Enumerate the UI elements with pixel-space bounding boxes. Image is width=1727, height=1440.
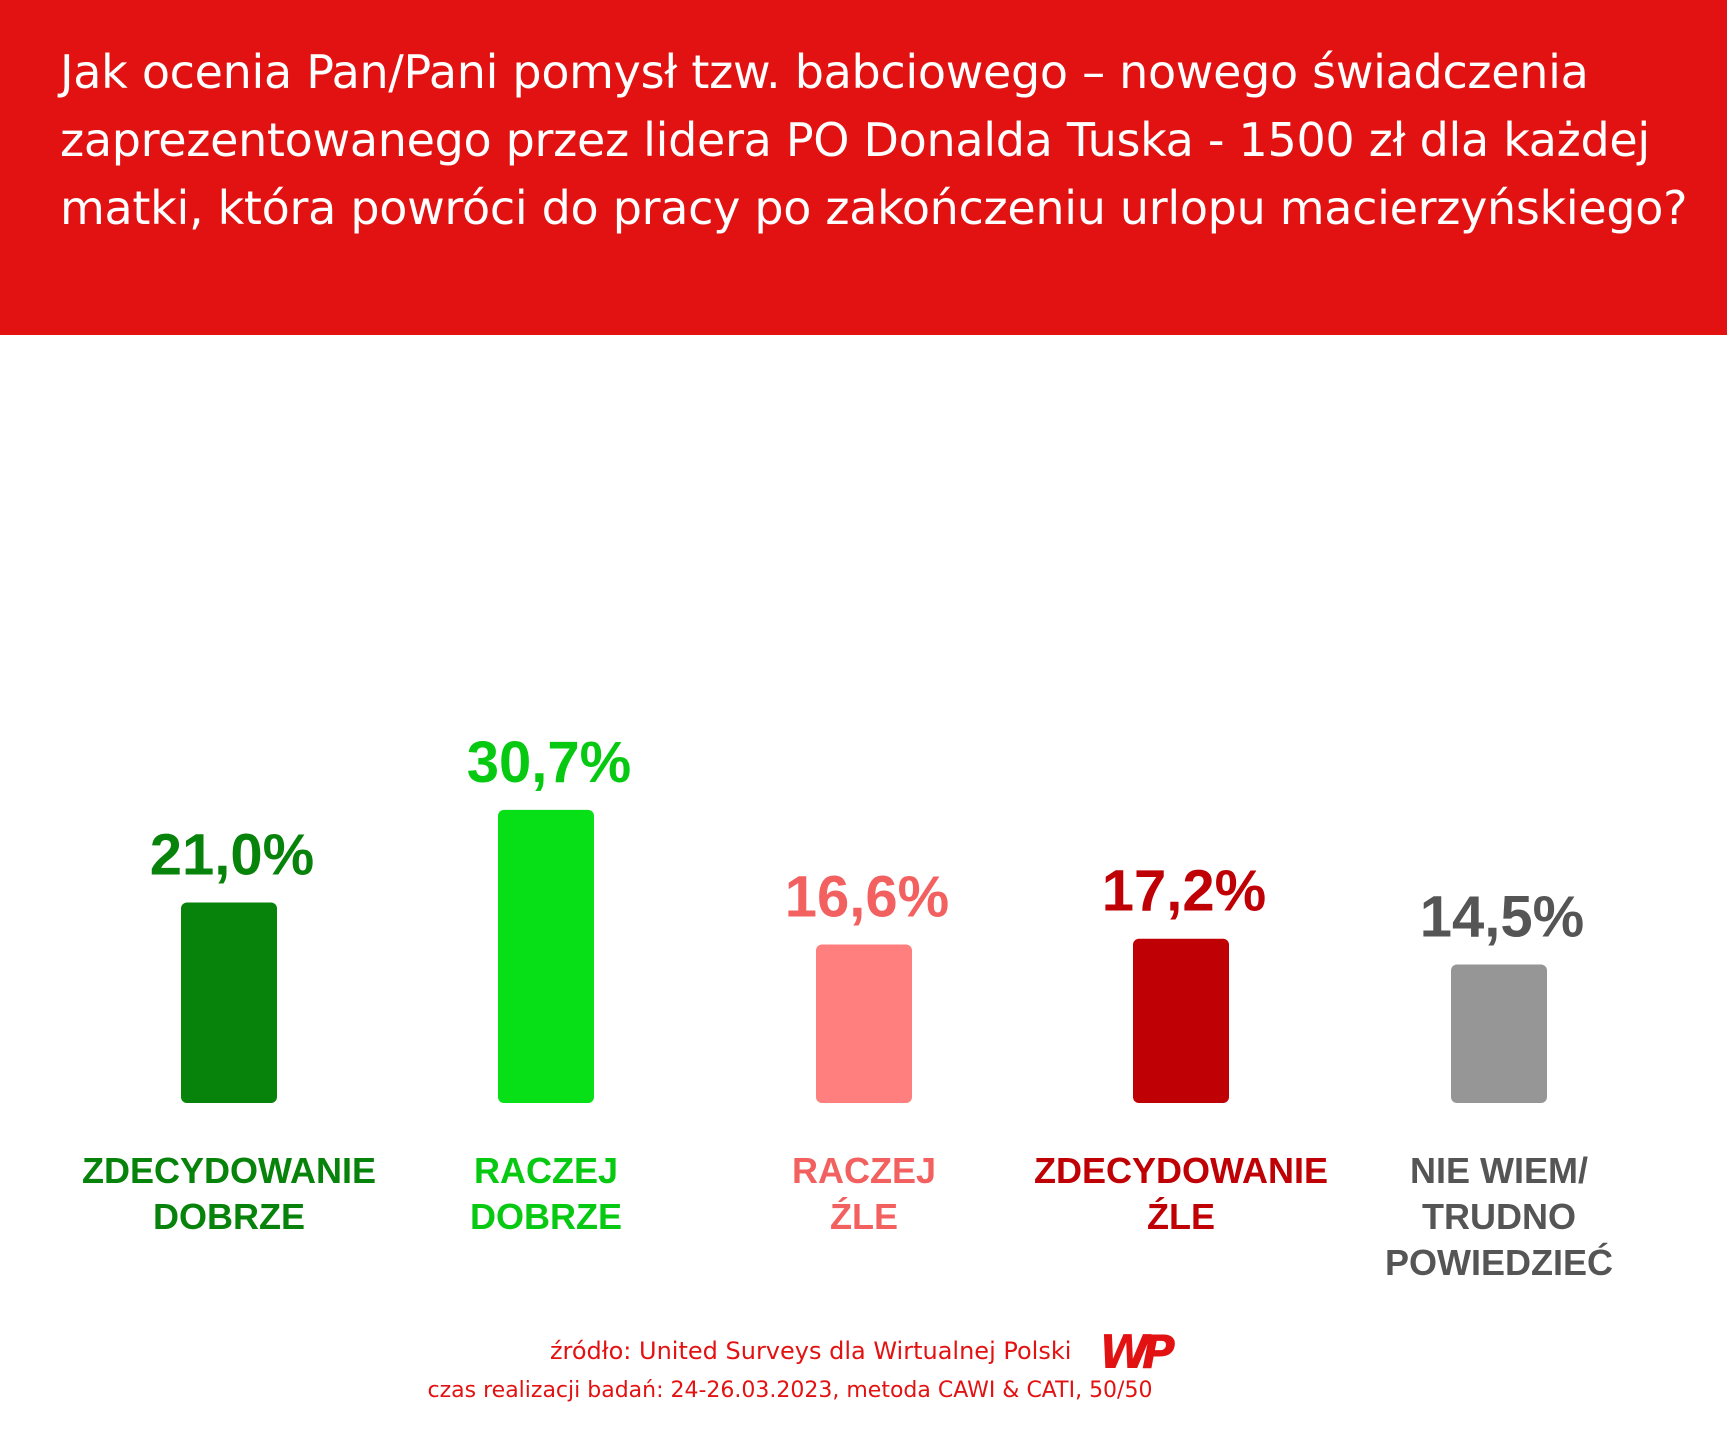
bar-4 — [1133, 938, 1229, 1103]
category-label-line: DOBRZE — [470, 1196, 622, 1237]
wp-logo-text: WP — [1099, 1326, 1176, 1376]
value-label-2: 30,7% — [467, 730, 631, 795]
bar-1 — [181, 902, 277, 1103]
chart-title: Jak ocenia Pan/Pani pomysł tzw. babciowe… — [60, 45, 1688, 235]
category-label-line: RACZEJ — [473, 1150, 619, 1191]
value-label-1: 21,0% — [150, 822, 314, 887]
category-label-line: RACZEJ — [791, 1150, 937, 1191]
category-label-3: RACZEJ ŹLE — [694, 1148, 1034, 1240]
category-label-1: ZDECYDOWANIE DOBRZE — [59, 1148, 399, 1240]
category-label-line: TRUDNO — [1422, 1196, 1576, 1237]
category-label-line: ZDECYDOWANIE — [81, 1150, 376, 1191]
bar-5 — [1451, 964, 1547, 1103]
header-banner: Jak ocenia Pan/Pani pomysł tzw. babciowe… — [0, 0, 1727, 335]
value-label-3: 16,6% — [785, 864, 949, 929]
category-label-line: ŹLE — [830, 1196, 898, 1237]
category-label-5: NIE WIEM/TRUDNO POWIEDZIEĆ — [1329, 1148, 1669, 1286]
bar-chart: 21,0% 30,7% 16,6% 17,2% 14,5% — [150, 730, 1584, 1103]
method-note: czas realizacji badań: 24-26.03.2023, me… — [427, 1378, 1153, 1403]
category-label-line: ŹLE — [1147, 1196, 1215, 1237]
wp-logo: WP — [1099, 1326, 1177, 1376]
bar-3 — [816, 944, 912, 1103]
category-label-line: POWIEDZIEĆ — [1384, 1242, 1613, 1283]
source-text: źródło: United Surveys dla Wirtualnej Po… — [549, 1337, 1072, 1365]
source-note: źródło: United Surveys dla Wirtualnej Po… — [0, 1326, 1727, 1376]
category-label-2: RACZEJ DOBRZE — [376, 1148, 716, 1240]
category-label-line: ZDECYDOWANIE — [1033, 1150, 1328, 1191]
category-label-4: ZDECYDOWANIE ŹLE — [1011, 1148, 1351, 1240]
category-label-line: NIE WIEM/ — [1410, 1150, 1588, 1191]
bar-2 — [498, 809, 594, 1103]
category-label-line: DOBRZE — [153, 1196, 305, 1237]
value-label-5: 14,5% — [1420, 885, 1584, 950]
value-label-4: 17,2% — [1102, 859, 1266, 924]
